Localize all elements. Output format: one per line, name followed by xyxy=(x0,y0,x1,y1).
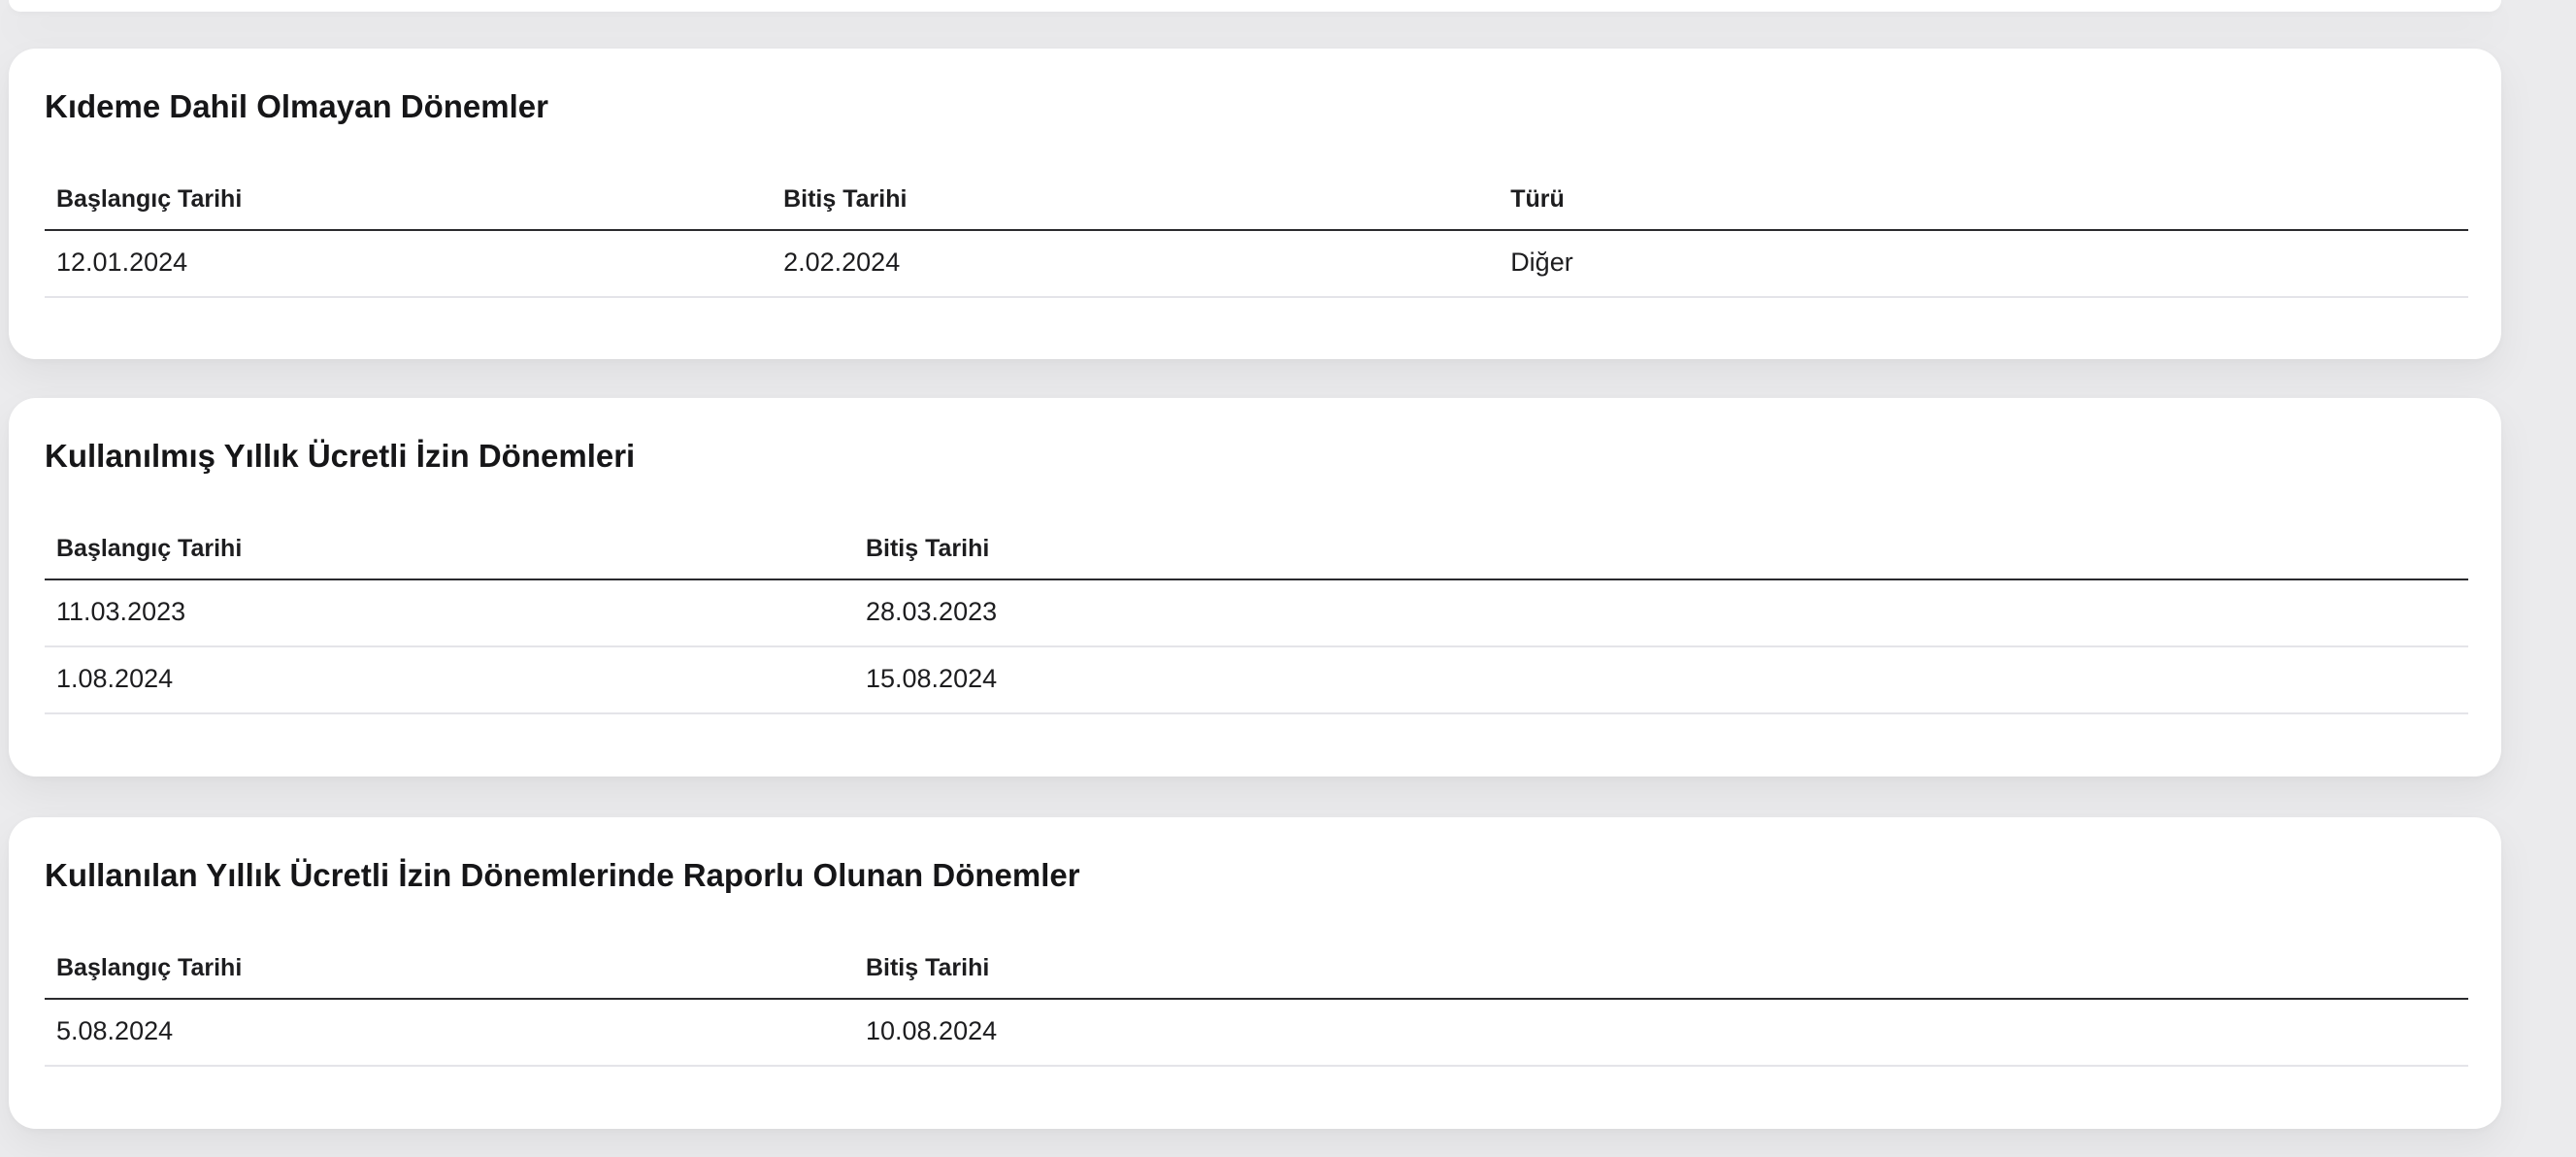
cell-end-date: 10.08.2024 xyxy=(853,999,2468,1067)
column-header-start-date: Başlangıç Tarihi xyxy=(45,940,854,1000)
card-above-partial xyxy=(9,0,2501,12)
cell-start-date: 5.08.2024 xyxy=(45,999,854,1067)
section-title: Kullanılmış Yıllık Ücretli İzin Dönemler… xyxy=(45,438,636,474)
page-content: Kıdeme Dahil Olmayan Dönemler Başlangıç … xyxy=(9,0,2501,1129)
periods-table: Başlangıç Tarihi Bitiş Tarihi 5.08.2024 … xyxy=(45,940,2468,1067)
column-header-end-date: Bitiş Tarihi xyxy=(853,940,2468,1000)
table-header-row: Başlangıç Tarihi Bitiş Tarihi xyxy=(45,940,2468,1000)
column-header-start-date: Başlangıç Tarihi xyxy=(45,171,773,231)
cell-start-date: 1.08.2024 xyxy=(45,646,854,714)
cell-type: Diğer xyxy=(1499,230,2468,298)
section-title: Kullanılan Yıllık Ücretli İzin Dönemleri… xyxy=(45,857,1080,893)
periods-table: Başlangıç Tarihi Bitiş Tarihi Türü 12.01… xyxy=(45,171,2468,298)
cell-end-date: 2.02.2024 xyxy=(772,230,1500,298)
table-row: 11.03.2023 28.03.2023 xyxy=(45,579,2468,647)
cell-end-date: 28.03.2023 xyxy=(853,579,2468,647)
column-header-end-date: Bitiş Tarihi xyxy=(853,520,2468,580)
table-header-row: Başlangıç Tarihi Bitiş Tarihi xyxy=(45,520,2468,580)
card-used-annual-paid-leave-periods: Kullanılmış Yıllık Ücretli İzin Dönemler… xyxy=(9,398,2501,777)
table-row: 12.01.2024 2.02.2024 Diğer xyxy=(45,230,2468,298)
table-row: 1.08.2024 15.08.2024 xyxy=(45,646,2468,714)
table-row: 5.08.2024 10.08.2024 xyxy=(45,999,2468,1067)
table-header-row: Başlangıç Tarihi Bitiş Tarihi Türü xyxy=(45,171,2468,231)
cell-start-date: 12.01.2024 xyxy=(45,230,773,298)
column-header-type: Türü xyxy=(1499,171,2468,231)
card-periods-excluded-from-seniority: Kıdeme Dahil Olmayan Dönemler Başlangıç … xyxy=(9,49,2501,359)
cell-start-date: 11.03.2023 xyxy=(45,579,854,647)
column-header-end-date: Bitiş Tarihi xyxy=(772,171,1500,231)
section-title: Kıdeme Dahil Olmayan Dönemler xyxy=(45,88,548,124)
card-reported-periods-during-annual-leave: Kullanılan Yıllık Ücretli İzin Dönemleri… xyxy=(9,817,2501,1129)
cell-end-date: 15.08.2024 xyxy=(853,646,2468,714)
column-header-start-date: Başlangıç Tarihi xyxy=(45,520,854,580)
periods-table: Başlangıç Tarihi Bitiş Tarihi 11.03.2023… xyxy=(45,520,2468,714)
